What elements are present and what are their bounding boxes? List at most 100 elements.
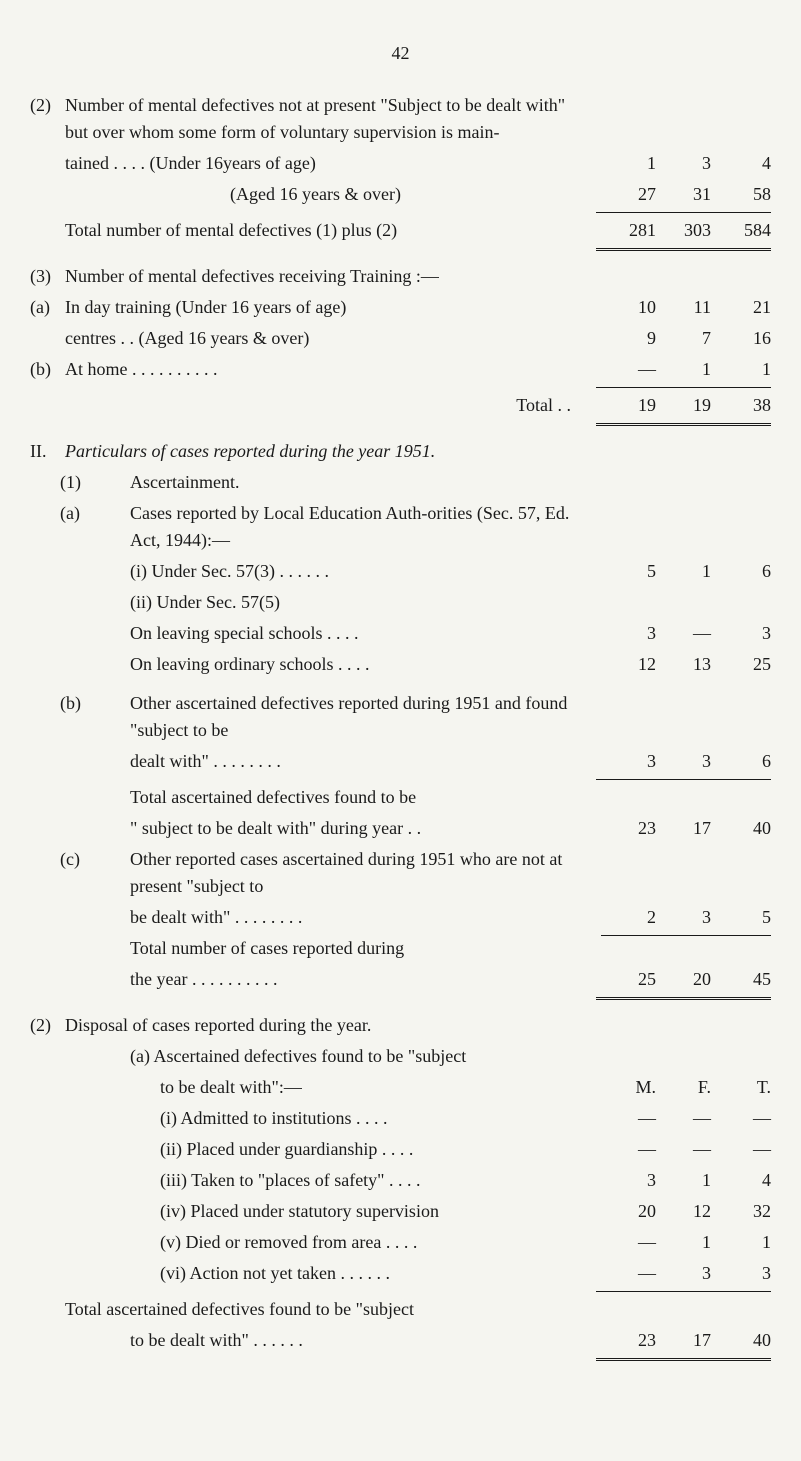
- para-II-a-l3: On leaving special schools . . . . 3 — 3: [30, 620, 771, 647]
- text-II-a-l4: On leaving ordinary schools . . . .: [130, 651, 601, 678]
- num: —: [656, 1136, 711, 1163]
- para-3b-l1: (b) At home . . . . . . . . . . — 1 1: [30, 356, 771, 383]
- num: —: [711, 1136, 771, 1163]
- num: —: [601, 356, 656, 383]
- label-2: (2): [30, 92, 65, 119]
- para-disp-aintro: (a) Ascertained defectives found to be "…: [30, 1043, 771, 1070]
- num: 40: [711, 1327, 771, 1354]
- num: 11: [656, 294, 711, 321]
- num: 32: [711, 1198, 771, 1225]
- col-header-m: M.: [601, 1074, 656, 1101]
- text-3a-l1: In day training (Under 16 years of age): [65, 294, 601, 321]
- num: —: [656, 620, 711, 647]
- text-II: Particulars of cases reported during the…: [65, 438, 771, 465]
- num: 25: [601, 966, 656, 993]
- num: 3: [656, 150, 711, 177]
- text-disp-aline: to be dealt with":—: [130, 1074, 601, 1101]
- para-3a-l1: (a) In day training (Under 16 years of a…: [30, 294, 771, 321]
- para-disp-vi: (vi) Action not yet taken . . . . . . — …: [30, 1260, 771, 1287]
- num: 1: [656, 1229, 711, 1256]
- num: 3: [601, 748, 656, 775]
- num: 4: [711, 150, 771, 177]
- num: 19: [656, 392, 711, 419]
- para-II-b-total: " subject to be dealt with" during year …: [30, 815, 771, 842]
- text-disp-vi: (vi) Action not yet taken . . . . . .: [130, 1260, 601, 1287]
- rule: [596, 1358, 771, 1361]
- num: 5: [601, 558, 656, 585]
- text-II-b-intro: Other ascertained defectives reported du…: [130, 690, 601, 744]
- num: 3: [601, 1167, 656, 1194]
- label-II-b: (b): [30, 690, 130, 717]
- num: 584: [711, 217, 771, 244]
- text-II-a-l2: (ii) Under Sec. 57(5): [130, 589, 601, 616]
- num: 1: [711, 356, 771, 383]
- text-2-l1: tained . . . . (Under 16years of age): [65, 150, 601, 177]
- num: 25: [711, 651, 771, 678]
- num: —: [601, 1260, 656, 1287]
- text-disp-ii: (ii) Placed under guardianship . . . .: [130, 1136, 601, 1163]
- rule: [596, 423, 771, 426]
- num: 3: [656, 1260, 711, 1287]
- num: 3: [711, 620, 771, 647]
- num: 13: [656, 651, 711, 678]
- text-2-l2: (Aged 16 years & over): [65, 181, 601, 208]
- num: 20: [656, 966, 711, 993]
- text-2-total: Total number of mental defectives (1) pl…: [65, 217, 601, 244]
- text-II-c-intro: Other reported cases ascertained during …: [130, 846, 601, 900]
- text-II-b-l1: dealt with" . . . . . . . .: [130, 748, 601, 775]
- text-3: Number of mental defectives receiving Tr…: [65, 263, 601, 290]
- para-II-b-l1: dealt with" . . . . . . . . 3 3 6: [30, 748, 771, 775]
- para-disp-iii: (iii) Taken to "places of safety" . . . …: [30, 1167, 771, 1194]
- text-disp-head: Disposal of cases reported during the ye…: [65, 1012, 771, 1039]
- num: 16: [711, 325, 771, 352]
- num: 20: [601, 1198, 656, 1225]
- text-disp-totaltxt: Total ascertained defectives found to be…: [65, 1296, 601, 1323]
- text-3a-l2: centres . . (Aged 16 years & over): [65, 325, 601, 352]
- text-disp-iii: (iii) Taken to "places of safety" . . . …: [130, 1167, 601, 1194]
- para-disp-head: (2) Disposal of cases reported during th…: [30, 1012, 771, 1039]
- col-header-f: F.: [656, 1074, 711, 1101]
- text-II-1: Ascertainment.: [130, 469, 771, 496]
- text-II-c-total: the year . . . . . . . . . .: [130, 966, 601, 993]
- para-II-c-intro: (c) Other reported cases ascertained dur…: [30, 846, 771, 900]
- num: 6: [711, 748, 771, 775]
- para-II-a-l4: On leaving ordinary schools . . . . 12 1…: [30, 651, 771, 678]
- text-II-c-l1: be dealt with" . . . . . . . .: [130, 904, 601, 931]
- para-2-l1: tained . . . . (Under 16years of age) 1 …: [30, 150, 771, 177]
- para-disp-ii: (ii) Placed under guardianship . . . . —…: [30, 1136, 771, 1163]
- para-II-a-intro: (a) Cases reported by Local Education Au…: [30, 500, 771, 554]
- num: —: [601, 1229, 656, 1256]
- para-disp-i: (i) Admitted to institutions . . . . — —…: [30, 1105, 771, 1132]
- page-number: 42: [30, 40, 771, 67]
- para-2-intro: (2) Number of mental defectives not at p…: [30, 92, 771, 146]
- num: 38: [711, 392, 771, 419]
- num: 6: [711, 558, 771, 585]
- num: 1: [656, 1167, 711, 1194]
- num: —: [601, 1136, 656, 1163]
- para-disp-total: to be dealt with" . . . . . . 23 17 40: [30, 1327, 771, 1354]
- num: —: [656, 1105, 711, 1132]
- text-3b-l1: At home . . . . . . . . . .: [65, 356, 601, 383]
- para-disp-aline: to be dealt with":— M. F. T.: [30, 1074, 771, 1101]
- label-3a: (a): [30, 294, 65, 321]
- col-header-t: T.: [711, 1074, 771, 1101]
- num: 1: [656, 558, 711, 585]
- para-II-1: (1) Ascertainment.: [30, 469, 771, 496]
- text-II-c-totaltxt: Total number of cases reported during: [130, 935, 601, 962]
- rule: [596, 387, 771, 388]
- num: 3: [656, 904, 711, 931]
- para-2-l2: (Aged 16 years & over) 27 31 58: [30, 181, 771, 208]
- para-II-b-totaltxt: Total ascertained defectives found to be: [30, 784, 771, 811]
- label-II-a: (a): [30, 500, 130, 527]
- num: 19: [601, 392, 656, 419]
- num: 3: [711, 1260, 771, 1287]
- num: 7: [656, 325, 711, 352]
- text-disp-iv: (iv) Placed under statutory supervision: [130, 1198, 601, 1225]
- para-II-c-l1: be dealt with" . . . . . . . . 2 3 5: [30, 904, 771, 931]
- text-II-b-totaltxt: Total ascertained defectives found to be: [130, 784, 601, 811]
- num: 5: [711, 904, 771, 931]
- num: 12: [656, 1198, 711, 1225]
- para-II-c-totaltxt: Total number of cases reported during: [30, 935, 771, 962]
- num: 1: [601, 150, 656, 177]
- para-disp-iv: (iv) Placed under statutory supervision …: [30, 1198, 771, 1225]
